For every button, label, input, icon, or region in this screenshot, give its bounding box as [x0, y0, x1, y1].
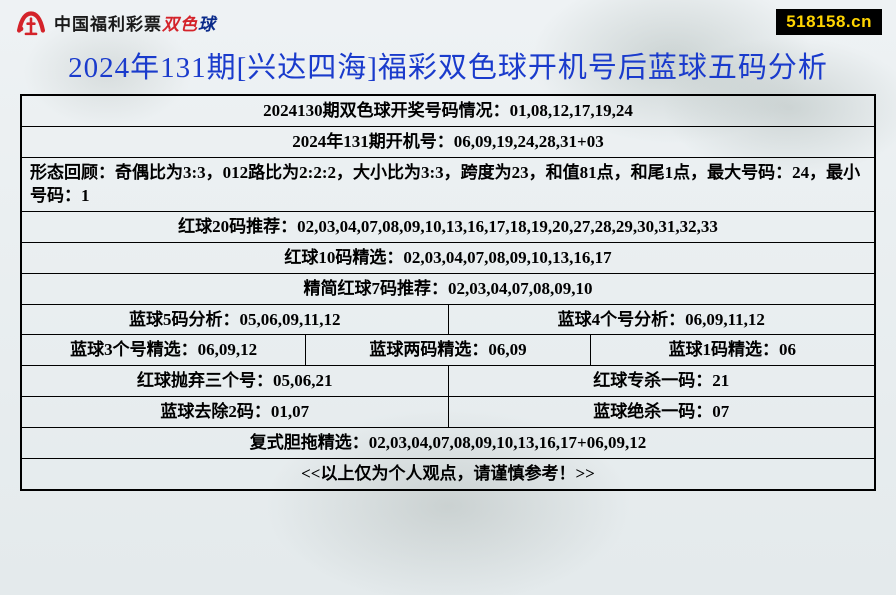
lottery-logo-icon [14, 8, 48, 36]
header-bar: 中国福利彩票双色球 518158.cn [0, 0, 896, 42]
cell-review: 形态回顾：奇偶比为3:3，012路比为2:2:2，大小比为3:3，跨度为23，和… [22, 158, 874, 212]
cell-compound: 复式胆拖精选：02,03,04,07,08,09,10,13,16,17+06,… [22, 428, 874, 458]
table-row: 红球10码精选：02,03,04,07,08,09,10,13,16,17 [22, 243, 874, 274]
table-row: 形态回顾：奇偶比为3:3，012路比为2:2:2，大小比为3:3，跨度为23，和… [22, 158, 874, 213]
cell-red-kill: 红球专杀一码：21 [448, 366, 875, 396]
table-row: 2024年131期开机号：06,09,19,24,28,31+03 [22, 127, 874, 158]
table-row: 2024130期双色球开奖号码情况：01,08,12,17,19,24 [22, 96, 874, 127]
cell-blue-remove: 蓝球去除2码：01,07 [22, 397, 448, 427]
logo-text: 中国福利彩票双色球 [54, 10, 216, 35]
cell-blue5: 蓝球5码分析：05,06,09,11,12 [22, 305, 448, 335]
cell-disclaimer: <<以上仅为个人观点，请谨慎参考！>> [22, 459, 874, 489]
table-row: 蓝球3个号精选：06,09,12 蓝球两码精选：06,09 蓝球1码精选：06 [22, 335, 874, 366]
cell-blue-kill: 蓝球绝杀一码：07 [448, 397, 875, 427]
cell-blue1: 蓝球1码精选：06 [590, 335, 874, 365]
table-row: 复式胆拖精选：02,03,04,07,08,09,10,13,16,17+06,… [22, 428, 874, 459]
table-row: 蓝球5码分析：05,06,09,11,12 蓝球4个号分析：06,09,11,1… [22, 305, 874, 336]
cell-blue2: 蓝球两码精选：06,09 [305, 335, 589, 365]
cell-red20: 红球20码推荐：02,03,04,07,08,09,10,13,16,17,18… [22, 212, 874, 242]
table-row: <<以上仅为个人观点，请谨慎参考！>> [22, 459, 874, 489]
cell-prev-result: 2024130期双色球开奖号码情况：01,08,12,17,19,24 [22, 96, 874, 126]
table-row: 红球抛弃三个号：05,06,21 红球专杀一码：21 [22, 366, 874, 397]
logo-text-main: 中国福利彩票 [54, 15, 162, 34]
logo: 中国福利彩票双色球 [14, 8, 216, 36]
cell-open-number: 2024年131期开机号：06,09,19,24,28,31+03 [22, 127, 874, 157]
table-row: 红球20码推荐：02,03,04,07,08,09,10,13,16,17,18… [22, 212, 874, 243]
page-title: 2024年131期[兴达四海]福彩双色球开机号后蓝球五码分析 [10, 44, 886, 86]
logo-text-mid: 色 [180, 15, 198, 34]
logo-text-blue: 球 [198, 15, 216, 34]
cell-blue4: 蓝球4个号分析：06,09,11,12 [448, 305, 875, 335]
table-row: 精简红球7码推荐：02,03,04,07,08,09,10 [22, 274, 874, 305]
cell-red7: 精简红球7码推荐：02,03,04,07,08,09,10 [22, 274, 874, 304]
logo-text-red: 双 [162, 15, 180, 34]
cell-red-discard: 红球抛弃三个号：05,06,21 [22, 366, 448, 396]
cell-red10: 红球10码精选：02,03,04,07,08,09,10,13,16,17 [22, 243, 874, 273]
table-row: 蓝球去除2码：01,07 蓝球绝杀一码：07 [22, 397, 874, 428]
analysis-table: 2024130期双色球开奖号码情况：01,08,12,17,19,24 2024… [20, 94, 876, 491]
site-badge: 518158.cn [776, 9, 882, 35]
cell-blue3: 蓝球3个号精选：06,09,12 [22, 335, 305, 365]
